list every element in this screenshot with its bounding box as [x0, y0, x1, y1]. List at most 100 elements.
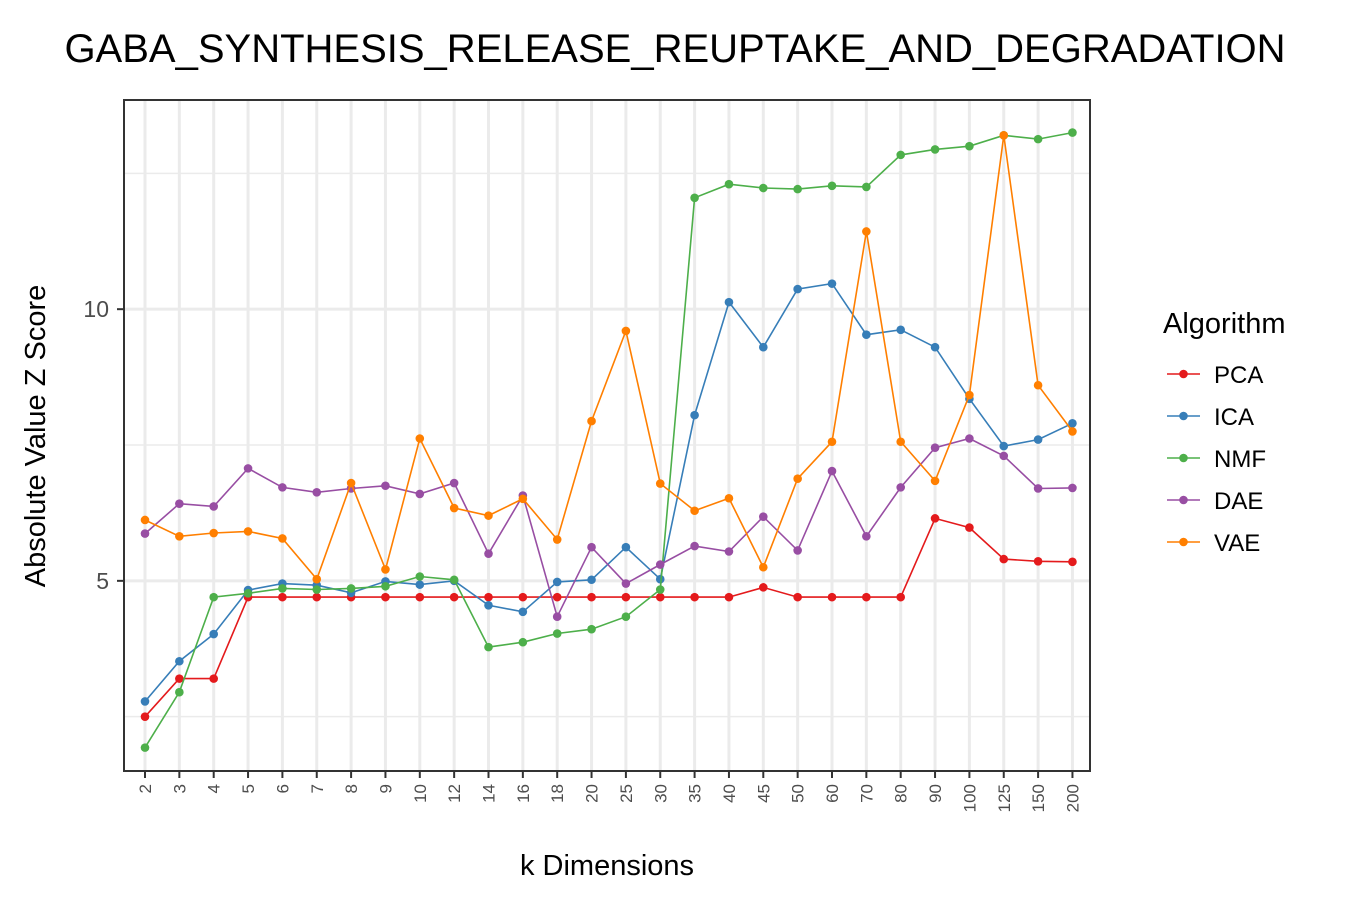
vae-point [724, 493, 734, 503]
vae-point [655, 479, 665, 488]
legend-key-point [1179, 411, 1188, 421]
vae-point [415, 434, 425, 443]
ica-point [690, 410, 699, 420]
vae-point [312, 574, 322, 584]
ica-point [587, 575, 596, 585]
pca-line [144, 517, 1073, 718]
nmf-point [827, 181, 837, 191]
series-pca [140, 514, 1077, 721]
ica-point [930, 342, 940, 352]
y-tick-label: 5 [96, 568, 109, 594]
ica-point [484, 600, 493, 610]
nmf-point [690, 193, 699, 203]
legend-item-ica: ICA [1167, 404, 1254, 431]
legend-item-dae: DAE [1167, 488, 1263, 515]
pca-point [862, 592, 871, 602]
pca-point [381, 592, 390, 602]
pca-point [518, 592, 528, 602]
legend-label: PCA [1214, 362, 1263, 389]
vae-point [759, 562, 768, 572]
dae-point [827, 466, 837, 476]
legend-title: Algorithm [1163, 308, 1286, 340]
ica-point [759, 342, 768, 352]
nmf-point [175, 687, 184, 697]
x-tick-label: 60 [823, 784, 842, 803]
nmf-point [140, 743, 150, 752]
x-tick-label: 18 [548, 784, 567, 803]
legend-item-nmf: NMF [1167, 446, 1266, 473]
ica-point [724, 297, 734, 307]
vae-line [144, 135, 1074, 581]
legend: Algorithm PCA ICA NMF DAE VAE [1163, 308, 1286, 557]
x-tick-label: 30 [651, 784, 670, 803]
vae-point [621, 326, 631, 336]
x-tick-label: 35 [686, 784, 705, 803]
nmf-point [552, 629, 562, 638]
dae-point [759, 512, 768, 522]
pca-point [587, 592, 596, 602]
nmf-point [1033, 134, 1043, 144]
ica-point [793, 284, 802, 294]
pca-point [827, 592, 837, 602]
x-tick-label: 80 [892, 784, 911, 803]
series-vae [140, 131, 1077, 584]
dae-point [1068, 483, 1077, 493]
pca-point [621, 592, 631, 602]
ica-point [896, 325, 905, 335]
ica-point [999, 441, 1009, 451]
vae-point [484, 511, 493, 520]
nmf-point [312, 585, 322, 594]
x-tick-label: 3 [170, 784, 189, 793]
dae-point [655, 560, 665, 569]
x-tick-label: 2 [136, 784, 155, 793]
x-tick-label: 25 [617, 784, 636, 803]
legend-key-point [1179, 453, 1188, 463]
ica-point [518, 607, 528, 617]
x-tick-label: 90 [926, 784, 945, 803]
dae-point [209, 502, 218, 511]
grid [124, 100, 1090, 771]
pca-point [655, 592, 665, 602]
nmf-point [896, 150, 905, 160]
nmf-point [724, 179, 734, 189]
x-tick-label: 20 [583, 784, 602, 803]
legend-label: DAE [1214, 488, 1263, 515]
vae-point [896, 437, 905, 447]
pca-point [484, 592, 493, 602]
legend-item-vae: VAE [1167, 530, 1260, 557]
nmf-point [759, 183, 768, 193]
vae-point [518, 494, 528, 504]
dae-point [484, 549, 493, 558]
nmf-point [278, 584, 287, 593]
x-tick-label: 50 [789, 784, 808, 803]
dae-point [381, 481, 390, 491]
legend-key-point [1179, 369, 1188, 379]
x-tick-label: 40 [720, 784, 739, 803]
vae-point [1068, 427, 1077, 436]
ica-point [140, 697, 150, 706]
dae-point [415, 489, 425, 499]
dae-point [140, 529, 150, 538]
nmf-point [381, 581, 390, 591]
legend-label: VAE [1214, 530, 1260, 557]
pca-point [896, 592, 905, 602]
nmf-point [449, 575, 459, 585]
nmf-point [484, 642, 493, 652]
dae-point [965, 434, 974, 443]
series-layer [140, 128, 1077, 752]
pca-point [415, 592, 425, 602]
legend-label: ICA [1214, 404, 1254, 431]
x-tick-label: 70 [857, 784, 876, 803]
nmf-point [1068, 128, 1077, 137]
x-tick-label: 14 [480, 784, 499, 803]
dae-point [1033, 484, 1043, 493]
dae-line [144, 437, 1073, 619]
x-tick-label: 200 [1063, 784, 1082, 812]
series-nmf [140, 128, 1077, 752]
pca-point [140, 712, 150, 721]
dae-point [862, 531, 871, 541]
vae-point [793, 474, 802, 483]
vae-point [449, 503, 459, 513]
nmf-point [346, 584, 356, 593]
